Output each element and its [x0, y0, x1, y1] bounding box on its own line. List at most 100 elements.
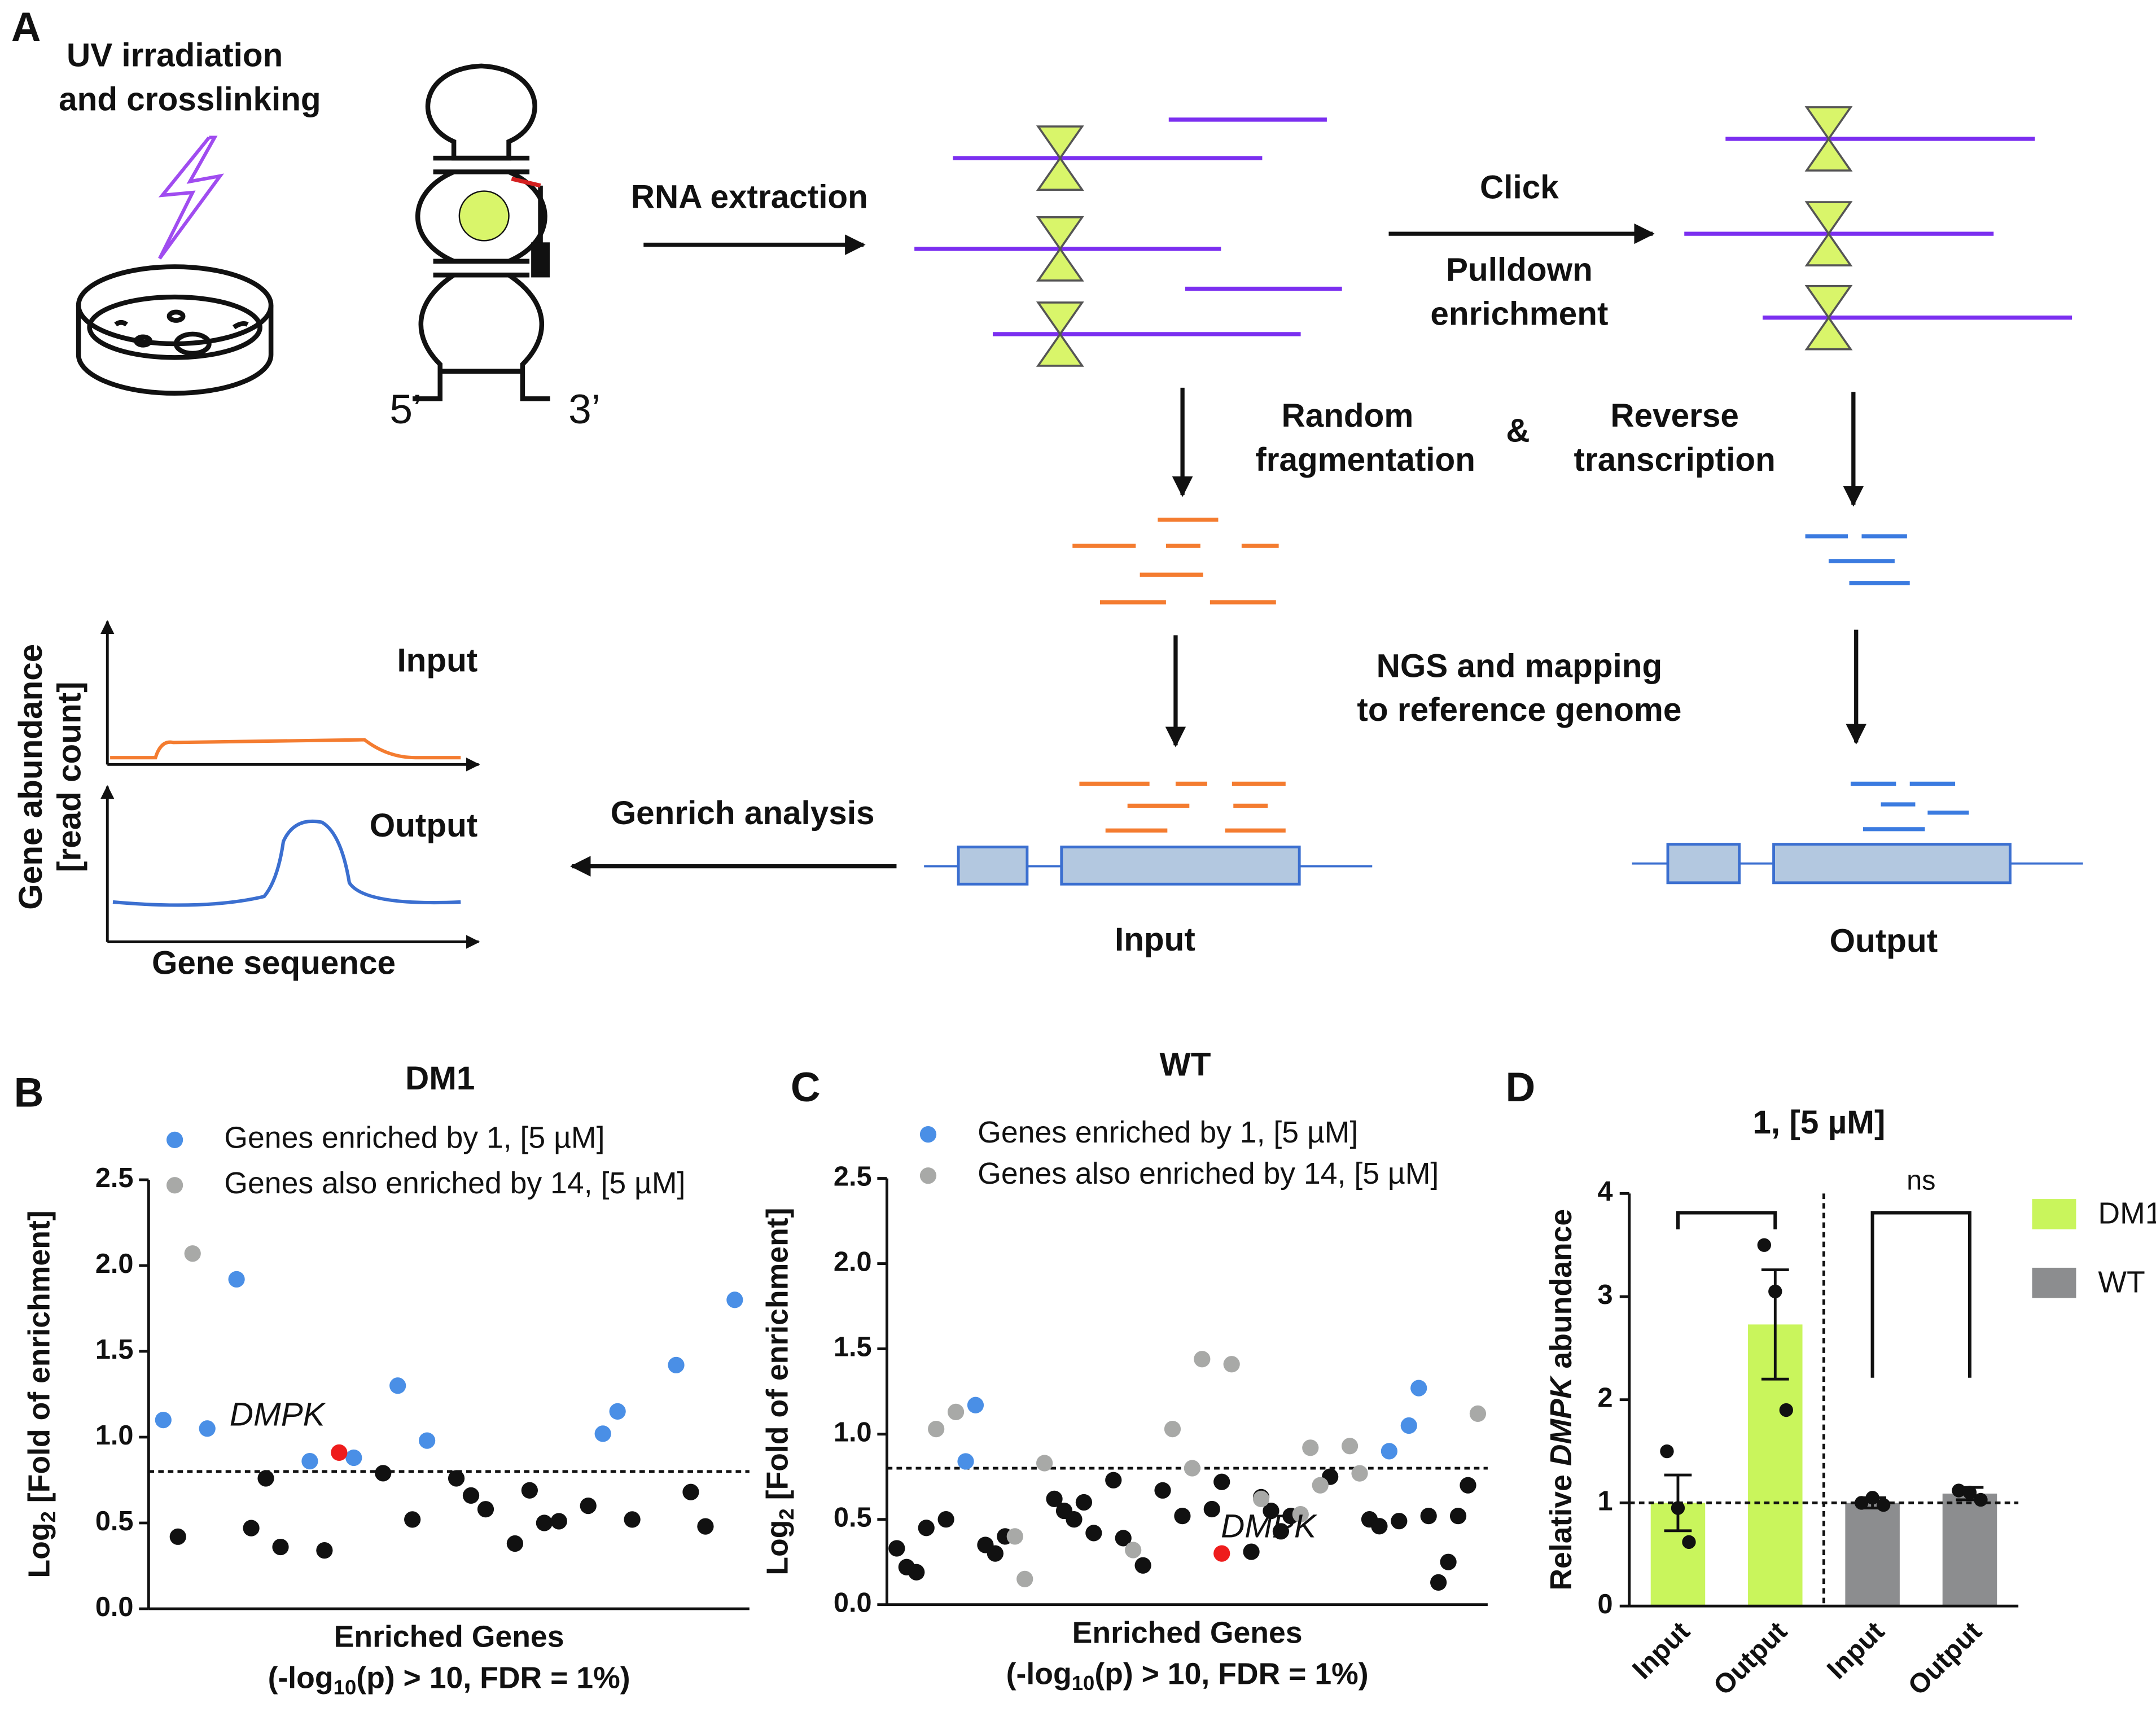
label: Gene sequence	[152, 944, 396, 981]
x-axis-label: (-log10(p) > 10, FDR = 1%)	[1006, 1657, 1369, 1695]
label: UV irradiation	[67, 37, 283, 74]
legend-marker	[166, 1177, 183, 1194]
point	[1381, 1443, 1398, 1460]
point	[1876, 1498, 1891, 1512]
x-axis-label: Enriched Genes	[334, 1620, 564, 1654]
point	[404, 1511, 421, 1528]
point	[1174, 1508, 1191, 1525]
y-tick-label: 2.5	[95, 1163, 134, 1193]
point-label: DMPK	[230, 1396, 327, 1433]
point	[1292, 1505, 1309, 1523]
point	[1046, 1490, 1063, 1508]
point	[1660, 1444, 1674, 1459]
point	[419, 1432, 436, 1449]
point	[184, 1245, 201, 1262]
label: [read count]	[51, 681, 87, 872]
point	[1203, 1500, 1220, 1518]
point	[1391, 1513, 1408, 1530]
panel-letter: D	[1506, 1065, 1536, 1110]
point	[1962, 1485, 1977, 1500]
point	[1449, 1508, 1467, 1525]
label: Output	[1830, 922, 1938, 959]
point	[1105, 1472, 1122, 1489]
point	[908, 1564, 925, 1581]
point	[536, 1514, 553, 1531]
point	[169, 1528, 186, 1545]
point	[580, 1497, 597, 1514]
lightning	[158, 135, 224, 260]
point	[609, 1403, 626, 1420]
y-tick-label: 1.0	[95, 1420, 134, 1451]
fragments	[1072, 518, 1286, 833]
point	[1682, 1535, 1696, 1549]
point	[918, 1520, 935, 1536]
legend-label: Genes enriched by 1, [5 µM]	[224, 1121, 604, 1155]
panel-letter: B	[14, 1070, 44, 1116]
point	[1006, 1528, 1023, 1545]
point	[1410, 1380, 1427, 1397]
point	[1272, 1523, 1290, 1540]
point	[316, 1542, 333, 1559]
legend-marker	[919, 1167, 937, 1184]
point	[928, 1420, 945, 1438]
legend-label: Genes also enriched by 14, [5 µM]	[978, 1157, 1439, 1190]
probes	[1036, 106, 1853, 367]
legend-label: Genes also enriched by 14, [5 µM]	[224, 1166, 685, 1200]
point	[1440, 1553, 1457, 1570]
point	[967, 1397, 984, 1413]
legend-label: DM1	[2098, 1196, 2156, 1230]
y-tick-label: 3	[1597, 1280, 1612, 1310]
legend-label: Genes enriched by 1, [5 µM]	[978, 1115, 1358, 1149]
point	[155, 1411, 172, 1429]
y-tick-label: 0.0	[834, 1588, 872, 1618]
point	[937, 1511, 954, 1528]
point	[594, 1425, 611, 1442]
point	[448, 1470, 465, 1487]
point	[1302, 1439, 1319, 1456]
bracket	[1676, 1211, 1777, 1229]
y-axis-label-part: 2	[37, 1511, 60, 1522]
y-tick-label: 1.0	[834, 1417, 872, 1448]
point	[1952, 1483, 1966, 1498]
x-tick-label: Output	[1708, 1616, 1793, 1701]
panel-letter: C	[791, 1065, 821, 1110]
point	[668, 1356, 685, 1373]
point	[345, 1449, 362, 1467]
y-axis-label-part: 2	[775, 1508, 798, 1520]
y-axis-label-part: Log	[761, 1520, 795, 1575]
y-axis-label-part: [Fold of enrichment]	[761, 1207, 795, 1508]
bar	[1942, 1493, 1997, 1606]
label: and crosslinking	[59, 81, 321, 118]
point	[987, 1545, 1003, 1562]
fragments	[1805, 534, 1969, 831]
point	[1341, 1438, 1359, 1455]
point	[1263, 1502, 1279, 1520]
point	[477, 1501, 494, 1518]
point	[375, 1465, 392, 1482]
point	[1125, 1542, 1142, 1559]
x-axis-label-part: 10	[334, 1675, 357, 1699]
label: Reverse	[1610, 397, 1739, 434]
rna-strands	[914, 117, 2072, 336]
label: transcription	[1574, 441, 1776, 478]
legend-marker	[2032, 1199, 2076, 1229]
x-axis-label: (-log10(p) > 10, FDR = 1%)	[268, 1661, 630, 1699]
point	[624, 1511, 641, 1528]
point	[521, 1482, 538, 1499]
point	[1075, 1494, 1093, 1511]
x-axis-label-part: (p) > 10, FDR = 1%)	[1094, 1657, 1368, 1691]
label: 3’	[568, 387, 601, 432]
y-axis-label-part: abundance	[1544, 1209, 1578, 1377]
input-curve	[110, 738, 461, 760]
y-tick-label: 4	[1597, 1176, 1612, 1207]
y-tick-label: 0.5	[834, 1503, 872, 1533]
legend-label: WT	[2098, 1265, 2145, 1299]
point	[1066, 1511, 1083, 1528]
y-axis-label-part: Relative	[1544, 1466, 1578, 1590]
y-tick-label: 2.5	[834, 1161, 872, 1192]
y-axis-label: Log2 [Fold of enrichment]	[22, 1210, 59, 1578]
point	[1371, 1518, 1388, 1535]
linker	[511, 177, 541, 188]
point	[1974, 1492, 1988, 1507]
x-axis-label: Enriched Genes	[1072, 1616, 1303, 1649]
